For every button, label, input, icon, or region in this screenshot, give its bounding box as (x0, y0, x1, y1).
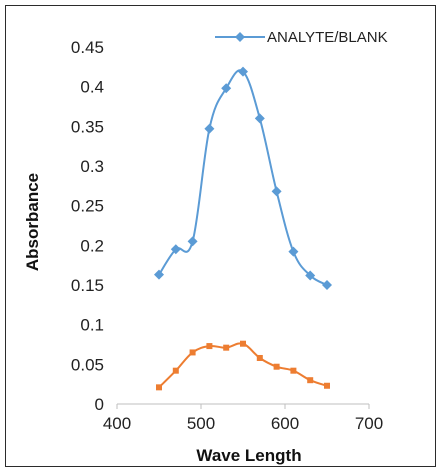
series-line-1 (158, 69, 328, 286)
data-point (223, 344, 230, 351)
chart-frame (5, 5, 436, 467)
y-tick-label: 0.4 (80, 78, 104, 97)
data-point (271, 186, 282, 197)
y-tick-label: 0.15 (71, 276, 104, 295)
data-point (172, 367, 179, 374)
data-point (288, 246, 299, 257)
legend-marker-analyte-blank (235, 32, 245, 42)
y-tick-label: 0.05 (71, 355, 104, 374)
y-axis-label: Absorbance (23, 173, 42, 271)
data-point (170, 244, 181, 255)
data-point (305, 270, 316, 281)
data-point (204, 123, 215, 134)
x-axis-ticks: 400 500 600 700 (103, 404, 383, 433)
data-point (307, 377, 314, 384)
x-axis-label: Wave Length (196, 446, 301, 465)
data-point (273, 363, 280, 370)
y-tick-label: 0.45 (71, 38, 104, 57)
y-tick-label: 0.3 (80, 157, 104, 176)
data-point (324, 382, 330, 389)
legend-label-analyte-blank: ANALYTE/BLANK (267, 29, 388, 46)
data-point (206, 343, 213, 350)
data-point (221, 83, 232, 94)
x-tick-label: 500 (187, 414, 215, 433)
legend: ANALYTE/BLANK (215, 29, 388, 46)
y-tick-label: 0.2 (80, 236, 104, 255)
data-point (154, 269, 164, 280)
data-point (156, 384, 162, 391)
y-axis-ticks: 0 0.05 0.1 0.15 0.2 0.25 0.3 0.35 0.4 0.45 (71, 38, 104, 414)
data-point (290, 367, 297, 374)
data-point (189, 349, 196, 356)
data-point (254, 113, 265, 124)
data-point (322, 280, 332, 290)
x-tick-label: 400 (103, 414, 131, 433)
data-point (256, 354, 263, 361)
data-point (240, 340, 246, 347)
y-tick-label: 0.35 (71, 117, 104, 136)
data-point (187, 236, 198, 247)
x-tick-label: 600 (271, 414, 299, 433)
y-tick-label: 0.25 (71, 197, 104, 216)
y-tick-label: 0 (95, 395, 104, 414)
data-point (238, 66, 248, 77)
x-tick-label: 700 (355, 414, 383, 433)
series-line-2 (158, 342, 328, 389)
y-tick-label: 0.1 (80, 316, 104, 335)
plot-area (154, 66, 332, 391)
